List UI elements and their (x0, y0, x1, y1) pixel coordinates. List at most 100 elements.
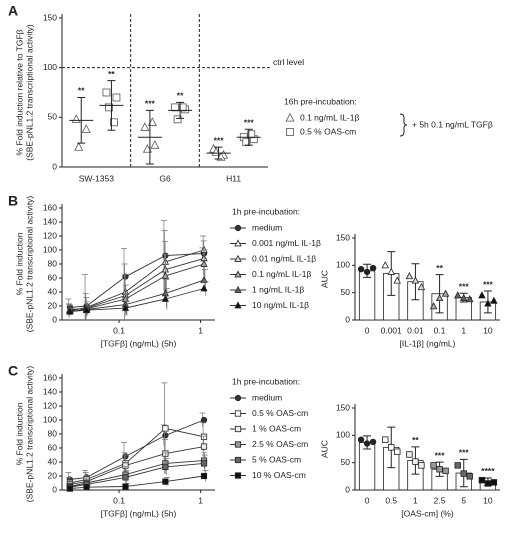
marker (66, 485, 74, 492)
legend-label: 0.01 ng/mL IL-1β (252, 253, 316, 263)
marker (369, 264, 377, 272)
marker (122, 483, 129, 490)
bar (358, 442, 376, 491)
axes (354, 404, 500, 491)
marker (417, 282, 426, 291)
y-tick-label: 40 (48, 286, 58, 296)
marker (460, 470, 467, 477)
marker (247, 130, 256, 139)
marker (161, 294, 170, 302)
legend-label: 0.1 ng/mL IL-1β (300, 112, 359, 122)
y-tick-label: 60 (48, 272, 58, 282)
marker (286, 128, 294, 136)
marker (357, 265, 365, 273)
marker (393, 276, 401, 284)
x-tick-label: 0.01 (407, 325, 424, 335)
legend-title: 1h pre-incubation: (232, 376, 300, 386)
y-tick-label: 50 (341, 287, 351, 297)
y-tick-label: 140 (43, 216, 57, 226)
x-tick-label: SW-1353 (79, 173, 115, 183)
error-bar (435, 274, 444, 314)
marker (147, 117, 157, 126)
marker (83, 484, 90, 491)
y-tick-label: 50 (48, 112, 58, 122)
y-tick-label: 0 (52, 161, 57, 171)
significance: ** (412, 435, 419, 445)
significance: *** (459, 448, 470, 458)
marker (234, 285, 242, 293)
x-tick-label: 1 (461, 325, 466, 335)
marker (105, 103, 113, 112)
y-axis-label: (SBE-pNL1.2 transcriptional activity) (24, 196, 34, 333)
significance: *** (435, 450, 446, 460)
significance: **** (481, 466, 495, 476)
legend-label: 2.5 % OAS-cm (252, 439, 308, 449)
marker (388, 444, 395, 451)
y-axis-label: % Fold induction (14, 232, 24, 295)
marker (234, 239, 242, 247)
marker (82, 306, 91, 314)
marker (234, 394, 242, 402)
x-tick-label: 0 (365, 495, 370, 505)
marker (200, 443, 208, 450)
sd-bar (214, 146, 223, 160)
series-line (69, 257, 205, 311)
significance: ** (108, 69, 115, 79)
legend-note: + 5h 0.1 ng/mL TGFβ (412, 119, 493, 129)
marker (216, 152, 226, 161)
marker (234, 301, 242, 309)
sd-bar (176, 101, 185, 119)
marker (200, 275, 208, 283)
y-tick-label: 0 (345, 314, 350, 324)
bar (358, 270, 376, 321)
y-tick-label: 100 (43, 244, 57, 254)
y-tick-label: 80 (48, 258, 58, 268)
x-tick-label: 0 (365, 325, 370, 335)
marker (441, 289, 450, 297)
y-tick-label: 100 (43, 62, 57, 72)
y-tick-label: 120 (43, 230, 57, 240)
marker (234, 410, 242, 417)
marker (466, 295, 474, 303)
marker (478, 291, 486, 299)
panel-label: A (8, 3, 18, 19)
marker (162, 425, 169, 432)
y-tick-label: 0 (52, 314, 57, 324)
y-tick-label: 120 (43, 400, 57, 410)
marker (394, 448, 401, 455)
x-axis-label: [OAS-cm] (%) (401, 508, 454, 518)
y-tick-label: 40 (48, 456, 58, 466)
y-tick-label: 150 (336, 232, 350, 242)
y-tick-label: 100 (336, 260, 350, 270)
x-tick-label: 10 (483, 325, 493, 335)
x-tick-label: H11 (226, 173, 241, 183)
y-tick-label: 0 (345, 484, 350, 494)
marker (418, 462, 425, 469)
marker (436, 466, 443, 473)
marker (121, 303, 130, 311)
y-tick-label: 100 (43, 414, 57, 424)
y-tick-label: 20 (48, 470, 58, 480)
panel-label: C (8, 363, 18, 379)
marker (161, 271, 170, 279)
marker (405, 272, 414, 280)
x-tick-label: 1 (198, 325, 203, 335)
y-axis-label: (SBE-pNL1.2 transcriptional activity) (24, 24, 34, 161)
marker (484, 299, 492, 307)
significance: ** (177, 91, 184, 101)
marker (74, 142, 84, 151)
marker (162, 478, 169, 485)
marker (234, 254, 242, 262)
marker (387, 267, 395, 275)
marker (150, 140, 160, 149)
marker (435, 293, 444, 302)
y-tick-label: 0 (52, 484, 57, 494)
legend-label: 1 ng/mL IL-1β (252, 284, 304, 294)
marker (490, 296, 498, 304)
x-tick-label: 0.1 (434, 325, 446, 335)
x-axis-label: [TGFβ] (ng/mL) (5h) (101, 338, 177, 348)
legend-label: medium (252, 392, 282, 402)
legend-label: medium (252, 222, 282, 232)
legend-label: 0.1 ng/mL IL-1β (252, 269, 311, 279)
